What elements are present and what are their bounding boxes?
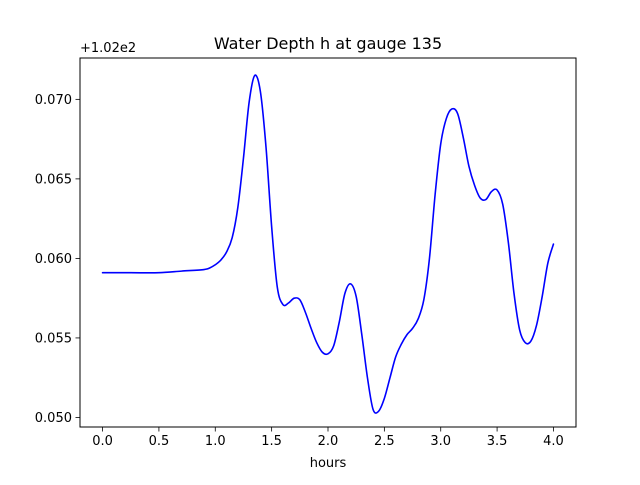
y-tick-label: 0.055 bbox=[35, 331, 72, 346]
x-tick-label: 2.5 bbox=[374, 434, 395, 449]
plot-layer bbox=[101, 74, 555, 414]
series-line-0 bbox=[101, 74, 555, 414]
y-tick-label: 0.065 bbox=[35, 172, 72, 187]
x-tick-label: 3.0 bbox=[430, 434, 451, 449]
x-tick-label: 1.5 bbox=[261, 434, 282, 449]
chart-title: Water Depth h at gauge 135 bbox=[214, 34, 442, 53]
x-axis-label: hours bbox=[310, 456, 347, 471]
x-tick-label: 3.5 bbox=[487, 434, 508, 449]
x-tick-label: 0.5 bbox=[149, 434, 170, 449]
x-tick-label: 2.0 bbox=[318, 434, 339, 449]
x-axis-ticks: 0.0 0.5 1.0 1.5 2.0 2.5 3.0 3.5 4.0 bbox=[92, 427, 564, 449]
y-axis-ticks: 0.050 0.055 0.060 0.065 0.070 bbox=[35, 93, 80, 426]
x-tick-label: 0.0 bbox=[92, 434, 113, 449]
y-tick-label: 0.070 bbox=[35, 93, 72, 108]
y-tick-label: 0.060 bbox=[35, 252, 72, 267]
x-tick-label: 4.0 bbox=[543, 434, 564, 449]
y-axis-offset-label: +1.02e2 bbox=[80, 41, 136, 56]
y-tick-label: 0.050 bbox=[35, 411, 72, 426]
x-tick-label: 1.0 bbox=[205, 434, 226, 449]
